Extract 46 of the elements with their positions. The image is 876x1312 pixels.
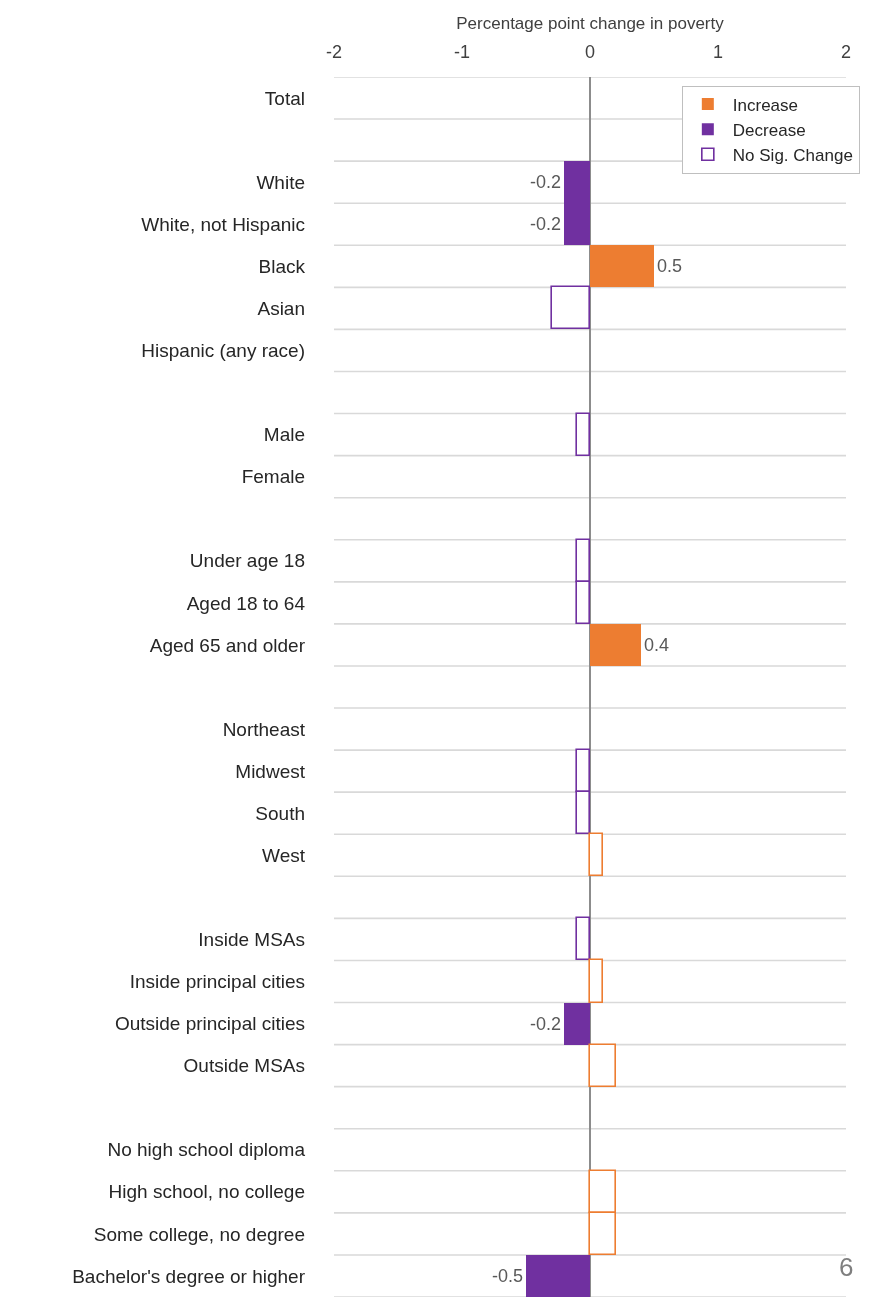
legend-label: Decrease: [732, 120, 806, 140]
y-tick-label: Under age 18: [189, 550, 305, 572]
y-tick-label: No high school diploma: [107, 1139, 306, 1161]
y-tick-label: Midwest: [235, 760, 306, 782]
data-label: 0.5: [657, 256, 683, 276]
y-tick-label: White, not Hispanic: [141, 213, 305, 235]
bar: [550, 285, 590, 329]
x-tick-label: 0: [584, 42, 596, 63]
y-tick-label: Male: [263, 424, 305, 446]
bar: [575, 412, 590, 456]
y-tick-label: West: [262, 844, 306, 866]
x-tick-label: -2: [325, 42, 343, 63]
bar: [526, 1255, 590, 1297]
data-label: -0.2: [529, 172, 561, 192]
y-tick-label: Northeast: [222, 718, 306, 740]
y-tick-label: Black: [258, 255, 306, 277]
data-label: -0.2: [529, 1014, 561, 1034]
y-tick-label: Female: [241, 466, 305, 488]
y-tick-label: Total: [264, 87, 305, 109]
data-label: -0.5: [491, 1266, 523, 1286]
y-tick-label: Aged 65 and older: [149, 634, 306, 656]
bar: [590, 624, 641, 666]
x-tick-label: 2: [840, 42, 852, 63]
y-tick-label: Aged 18 to 64: [186, 592, 306, 614]
legend-label: No Sig. Change: [732, 145, 853, 165]
legend-label: Increase: [732, 95, 799, 115]
y-tick-label: Outside principal cities: [114, 1013, 305, 1035]
bar: [564, 1003, 590, 1045]
y-tick-label: Inside principal cities: [129, 971, 305, 993]
data-label: -0.2: [529, 214, 561, 234]
x-axis-title: Percentage point change in poverty: [456, 13, 725, 33]
x-tick-label: -1: [453, 42, 471, 63]
annotation: 6: [839, 1252, 854, 1282]
y-tick-label: Bachelor's degree or higher: [72, 1265, 306, 1287]
y-tick-label: Inside MSAs: [198, 929, 305, 951]
y-tick-label: South: [255, 802, 305, 824]
bar: [590, 245, 654, 287]
y-tick-label: Some college, no degree: [93, 1223, 305, 1245]
y-tick-label: Hispanic (any race): [141, 340, 305, 362]
data-label: 0.4: [644, 635, 670, 655]
bar: [588, 1043, 616, 1087]
y-tick-label: Asian: [257, 298, 305, 320]
y-tick-label: Outside MSAs: [183, 1055, 305, 1077]
x-tick-label: 1: [712, 42, 724, 63]
y-tick-label: High school, no college: [108, 1181, 305, 1203]
y-tick-label: White: [256, 171, 305, 193]
